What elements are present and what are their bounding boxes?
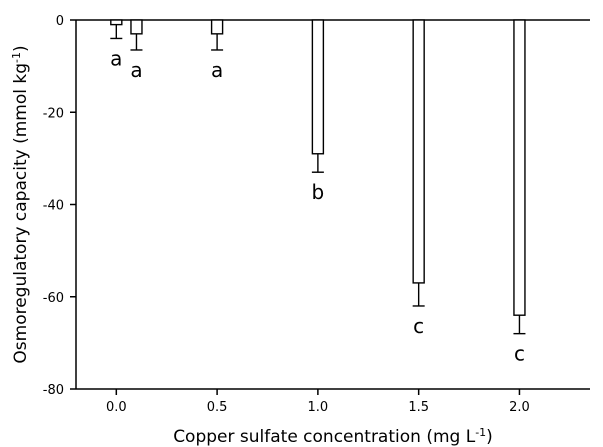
bar [412,19,425,284]
y-axis-title: Osmoregulatory capacity (mmol kg-1) [10,45,31,363]
y-tick-label: -20 [43,106,64,121]
bar [130,19,143,35]
significance-letter: b [312,180,325,204]
y-tick-label: -60 [43,291,64,306]
bar [513,19,526,316]
significance-letter: c [413,314,424,338]
significance-letter: a [130,58,142,82]
x-axis-title: Copper sulfate concentration (mg L-1) [173,426,493,447]
bar [210,19,224,35]
x-tick-label: 1.0 [308,400,329,415]
y-axis-ticks: 0 -20 -40 -60 -80 [43,14,76,398]
x-tick-label: 1.5 [408,400,429,415]
bar [110,19,123,26]
significance-letter: a [211,58,223,82]
y-tick-label: -80 [43,383,64,398]
x-tick-label: 2.0 [509,400,530,415]
y-tick-label: -40 [43,199,64,214]
significance-letter: c [514,342,525,366]
x-tick-label: 0.5 [207,400,228,415]
bar [311,19,325,155]
x-axis-ticks: 0.0 0.5 1.0 1.5 2.0 [106,389,530,415]
significance-letter: a [110,46,122,70]
y-tick-label: 0 [56,14,64,29]
x-tick-label: 0.0 [106,400,127,415]
